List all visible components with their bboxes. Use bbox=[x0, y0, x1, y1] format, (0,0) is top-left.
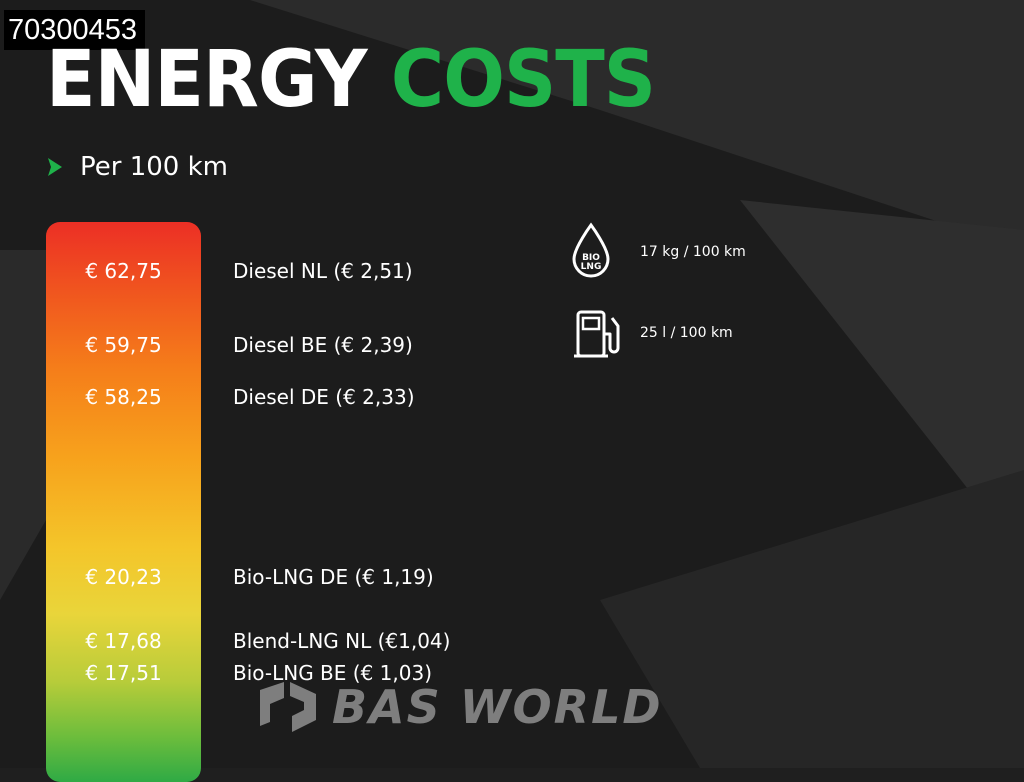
price-blend-lng-nl: € 17,68 bbox=[85, 629, 162, 653]
title-word-energy: ENERGY bbox=[46, 35, 368, 125]
bas-world-watermark: BAS WORLD bbox=[256, 680, 663, 734]
fuel-diesel-de: Diesel DE (€ 2,33) bbox=[233, 385, 415, 409]
title-word-costs: COSTS bbox=[390, 35, 656, 125]
listing-id-badge: 70300453 bbox=[4, 10, 146, 50]
bas-world-logo-icon bbox=[260, 682, 316, 732]
bio-lng-drop-icon: BIO LNG bbox=[572, 222, 610, 278]
price-bio-lng-be: € 17,51 bbox=[85, 661, 162, 685]
fuel-blend-lng-nl: Blend-LNG NL (€1,04) bbox=[233, 629, 451, 653]
price-bio-lng-de: € 20,23 bbox=[85, 565, 162, 589]
bio-lng-icon-text-2: LNG bbox=[581, 262, 602, 272]
chevron-right-icon bbox=[48, 158, 62, 176]
price-diesel-nl: € 62,75 bbox=[85, 259, 162, 283]
cost-gradient-bar bbox=[46, 222, 201, 782]
fuel-diesel-be: Diesel BE (€ 2,39) bbox=[233, 333, 413, 357]
price-diesel-be: € 59,75 bbox=[85, 333, 162, 357]
fuel-diesel-nl: Diesel NL (€ 2,51) bbox=[233, 259, 413, 283]
subtitle-text: Per 100 km bbox=[80, 152, 228, 182]
fuel-pump-icon bbox=[574, 310, 620, 358]
fuel-bio-lng-be: Bio-LNG BE (€ 1,03) bbox=[233, 661, 432, 685]
page-title: ENERGY COSTS bbox=[46, 35, 656, 125]
subtitle: Per 100 km bbox=[46, 150, 228, 184]
diesel-consumption-label: 25 l / 100 km bbox=[640, 325, 733, 341]
fuel-bio-lng-de: Bio-LNG DE (€ 1,19) bbox=[233, 565, 434, 589]
price-diesel-de: € 58,25 bbox=[85, 385, 162, 409]
bio-lng-consumption-label: 17 kg / 100 km bbox=[640, 244, 746, 260]
bio-lng-icon-text-1: BIO bbox=[582, 253, 600, 263]
watermark-text: BAS WORLD bbox=[332, 680, 663, 734]
